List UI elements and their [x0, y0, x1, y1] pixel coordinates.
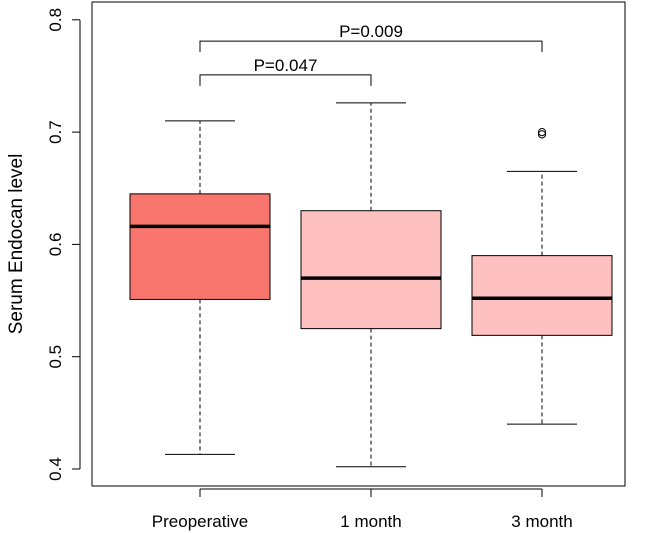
- annotations: P=0.047 P=0.009: [199, 22, 543, 86]
- iqr-box: [471, 255, 613, 336]
- box-preoperative: [129, 120, 271, 455]
- y-tick-label: 0.6: [46, 233, 65, 257]
- box-3-month: [471, 128, 613, 425]
- y-tick-label: 0.7: [46, 120, 65, 144]
- boxes: [129, 102, 613, 468]
- significance-bracket: P=0.009: [199, 22, 543, 53]
- p-value-label: P=0.009: [339, 22, 403, 41]
- outlier-point: [537, 130, 547, 139]
- box-1-month: [300, 102, 442, 468]
- p-value-label: P=0.047: [254, 56, 318, 75]
- y-axis-label: Serum Endocan level: [6, 154, 27, 335]
- y-tick-label: 0.8: [46, 8, 65, 32]
- plot-frame: [91, 1, 626, 487]
- y-tick-label: 0.4: [46, 457, 65, 481]
- x-tick-label: Preoperative: [152, 512, 248, 531]
- y-tick-label: 0.5: [46, 345, 65, 369]
- x-axis: Preoperative 1 month 3 month: [152, 488, 573, 531]
- outlier-point: [537, 128, 547, 137]
- y-axis: 0.4 0.5 0.6 0.7 0.8: [46, 8, 81, 481]
- iqr-box: [300, 210, 442, 330]
- significance-bracket: P=0.047: [199, 56, 372, 86]
- bracket-line: [199, 74, 372, 86]
- bracket-line: [199, 40, 543, 53]
- iqr-box: [129, 193, 271, 300]
- x-tick-label: 3 month: [511, 512, 572, 531]
- x-tick-label: 1 month: [340, 512, 401, 531]
